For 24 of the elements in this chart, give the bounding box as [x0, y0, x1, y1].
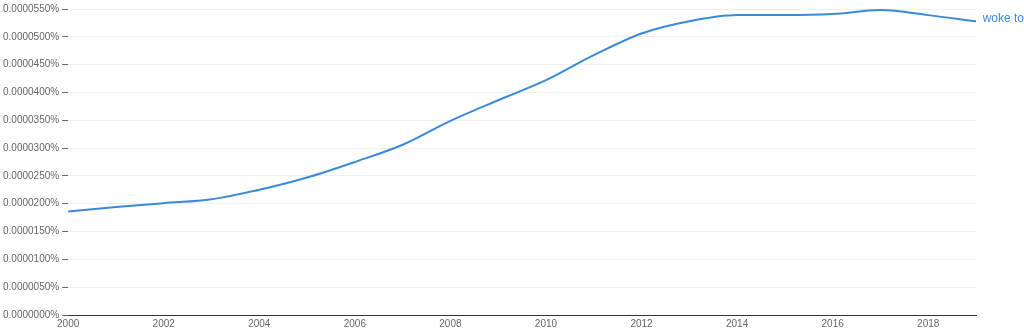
x-tick-label: 2010	[534, 317, 558, 329]
y-tick-label: 0.0000050%	[2, 280, 60, 292]
y-tick-label: 0.0000350%	[2, 114, 60, 126]
y-tick-label: 0.0000000%	[2, 308, 60, 320]
y-tick-label: 0.0000550%	[2, 2, 60, 14]
x-tick-label: 2018	[917, 317, 940, 329]
y-tick-label: 0.0000400%	[2, 86, 60, 98]
y-tick-label: 0.0000300%	[2, 141, 60, 153]
y-tick-label: 0.0000100%	[2, 253, 60, 265]
y-tick-label: 0.0000450%	[2, 58, 60, 70]
x-tick-label: 2016	[821, 317, 845, 329]
series-label: woke to	[981, 10, 1024, 25]
x-tick-label: 2002	[152, 317, 176, 329]
x-tick-label: 2004	[248, 317, 271, 329]
y-tick-label: 0.0000150%	[2, 225, 60, 237]
x-tick-label: 2000	[57, 317, 80, 329]
x-tick-label: 2006	[343, 317, 367, 329]
y-tick-label: 0.0000500%	[2, 30, 60, 42]
x-tick-label: 2008	[439, 317, 462, 329]
y-tick-label: 0.0000250%	[2, 169, 60, 181]
line-series	[68, 9, 976, 213]
x-tick-label: 2014	[725, 317, 749, 329]
x-tick-label: 2012	[630, 317, 654, 329]
y-tick-label: 0.0000200%	[2, 197, 60, 209]
